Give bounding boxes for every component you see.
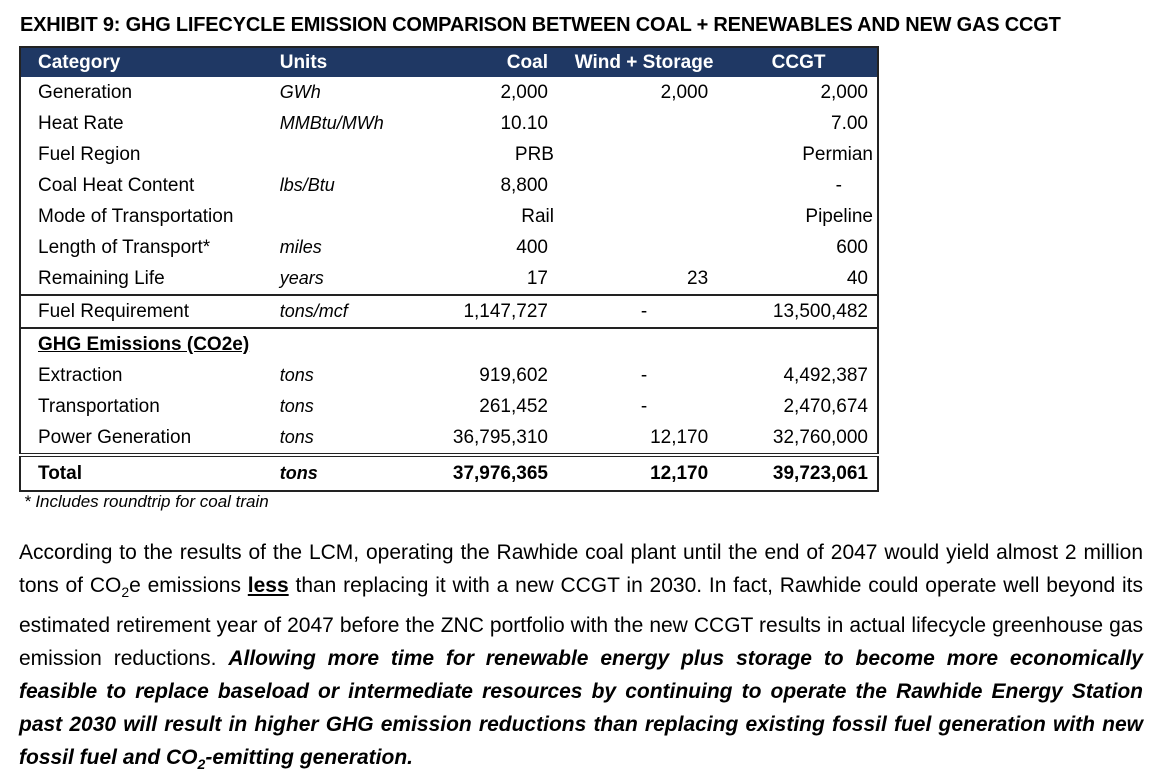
- paragraph-text: According to the results of the LCM, ope…: [19, 541, 1143, 597]
- ghg-heading-row: GHG Emissions (CO2e): [20, 327, 878, 360]
- paragraph-emphasis: Allowing more time for renewable energy …: [19, 647, 1143, 773]
- row-category: Length of Transport*: [38, 237, 211, 258]
- row-category: Extraction: [38, 365, 123, 386]
- body-paragraph: According to the results of the LCM, ope…: [19, 536, 1143, 781]
- table-row: Length of Transport* miles 400 600: [20, 232, 878, 263]
- row-category: Coal Heat Content: [38, 175, 195, 196]
- header-coal: Coal: [425, 47, 568, 77]
- row-wind-value: [708, 237, 720, 258]
- total-wind-value: 12,170: [650, 463, 709, 484]
- row-category: Fuel Region: [38, 144, 141, 165]
- row-wind-value: [708, 144, 720, 165]
- table-row: Mode of Transportation Rail Pipeline: [20, 201, 878, 232]
- row-coal-value: 400: [516, 237, 548, 258]
- table-footnote: * Includes roundtrip for coal train: [24, 492, 269, 511]
- row-ccgt-value: 7.00: [831, 113, 868, 134]
- ghg-emissions-heading: GHG Emissions (CO2e): [38, 334, 250, 355]
- row-category: Transportation: [38, 396, 160, 417]
- row-coal-value: 36,795,310: [452, 427, 548, 448]
- header-wind-storage: Wind + Storage: [567, 47, 721, 77]
- row-units: tons/mcf: [279, 301, 348, 321]
- table-row: Extraction tons 919,602 - 4,492,387: [20, 360, 878, 391]
- emphasis-text: Allowing more time for renewable energy …: [19, 647, 1143, 770]
- row-units: tons: [279, 427, 314, 447]
- row-category: Fuel Requirement: [20, 294, 262, 328]
- emphasis-less: less: [247, 574, 289, 597]
- row-units: GWh: [279, 82, 321, 102]
- exhibit-title: EXHIBIT 9: GHG LIFECYCLE EMISSION COMPAR…: [20, 14, 1061, 36]
- row-category: Heat Rate: [38, 113, 124, 134]
- row-wind-value: 23: [687, 268, 709, 289]
- header-ccgt: CCGT: [720, 47, 878, 77]
- total-coal-value: 37,976,365: [452, 463, 548, 484]
- row-units: lbs/Btu: [279, 175, 335, 195]
- row-coal-value: Rail: [521, 206, 554, 227]
- table-header-row: Category Units Coal Wind + Storage CCGT: [20, 47, 878, 77]
- row-ccgt-value: Permian: [802, 144, 873, 165]
- row-coal-value: 919,602: [479, 365, 548, 386]
- table-row: Heat Rate MMBtu/MWh 10.10 7.00: [20, 108, 878, 139]
- row-category: Power Generation: [38, 427, 192, 448]
- table-row: Remaining Life years 17 23 40: [20, 263, 878, 295]
- total-label: Total: [20, 453, 262, 491]
- table-row: Transportation tons 261,452 - 2,470,674: [20, 391, 878, 422]
- row-coal-value: 17: [526, 268, 548, 289]
- row-category: Generation: [38, 82, 133, 103]
- header-category: Category: [20, 47, 262, 77]
- row-wind-value: [708, 206, 720, 227]
- emissions-table: Category Units Coal Wind + Storage CCGT …: [19, 46, 879, 492]
- row-ccgt-value: 2,470,674: [783, 396, 868, 417]
- row-ccgt-value: 600: [836, 237, 868, 258]
- row-coal-value: PRB: [514, 144, 554, 165]
- row-wind-value: -: [640, 396, 648, 417]
- row-coal-value: 8,800: [500, 175, 548, 196]
- paragraph-text: e emissions: [129, 574, 248, 597]
- row-category: Mode of Transportation: [38, 206, 234, 227]
- row-wind-value: 2,000: [660, 82, 709, 103]
- table-row: Fuel Region PRB Permian: [20, 139, 878, 170]
- row-wind-value: 12,170: [650, 427, 709, 448]
- total-ccgt-value: 39,723,061: [720, 453, 878, 491]
- row-ccgt-value: 13,500,482: [720, 294, 878, 328]
- row-ccgt-value: -: [835, 175, 842, 196]
- emphasis-text: -emitting generation.: [205, 746, 414, 770]
- row-units: miles: [279, 237, 322, 257]
- row-units: tons: [279, 365, 314, 385]
- row-wind-value: -: [567, 294, 721, 328]
- table-row: Generation GWh 2,000 2,000 2,000: [20, 77, 878, 108]
- total-row: Total tons 37,976,365 12,170 39,723,061: [20, 453, 878, 491]
- row-wind-value: [708, 175, 720, 196]
- fuel-requirement-row: Fuel Requirement tons/mcf 1,147,727 - 13…: [20, 294, 878, 328]
- row-units: years: [279, 268, 324, 288]
- paragraph-text: than replacing it with a new CCGT in 203…: [19, 574, 1143, 671]
- row-ccgt-value: 40: [846, 268, 868, 289]
- row-coal-value: 2,000: [500, 82, 548, 103]
- table-row: Coal Heat Content lbs/Btu 8,800 -: [20, 170, 878, 201]
- row-coal-value: 1,147,727: [463, 301, 548, 322]
- co2-subscript: 2: [121, 584, 130, 601]
- row-coal-value: 10.10: [500, 113, 548, 134]
- header-units: Units: [261, 47, 426, 77]
- co2-subscript: 2: [197, 756, 206, 773]
- row-ccgt-value: Pipeline: [805, 206, 873, 227]
- row-wind-value: [708, 113, 720, 134]
- total-units: tons: [279, 463, 318, 483]
- table-row: Power Generation tons 36,795,310 12,170 …: [20, 422, 878, 455]
- row-units: MMBtu/MWh: [279, 113, 384, 133]
- row-ccgt-value: 2,000: [820, 82, 868, 103]
- row-coal-value: 261,452: [479, 396, 548, 417]
- row-ccgt-value: 4,492,387: [783, 365, 868, 386]
- row-units: tons: [279, 396, 314, 416]
- row-category: Remaining Life: [38, 268, 165, 289]
- row-ccgt-value: 32,760,000: [772, 427, 868, 448]
- row-wind-value: -: [640, 365, 648, 386]
